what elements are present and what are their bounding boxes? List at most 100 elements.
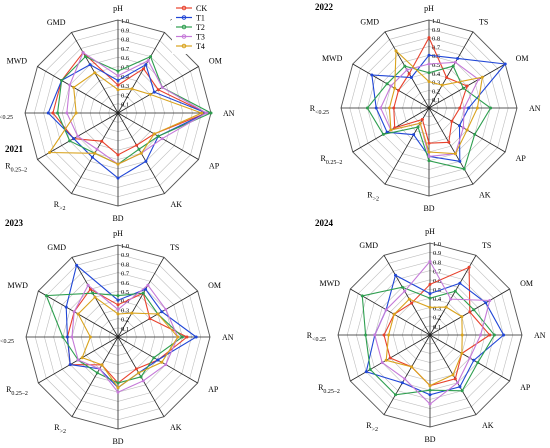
data-point (400, 381, 404, 385)
radar-panel-2021: 20210.10.20.30.40.50.60.70.80.91.0pHTSOM… (0, 4, 235, 223)
series-t4 (387, 49, 484, 156)
axis-label-om: OM (209, 57, 222, 66)
data-point (503, 62, 507, 66)
data-point (453, 377, 457, 381)
axis-label-ak: AK (170, 423, 182, 432)
data-point (428, 292, 432, 296)
tick-label: 0.7 (432, 44, 441, 51)
data-point (72, 85, 76, 89)
axis-label-ak: AK (479, 191, 491, 200)
data-point (200, 111, 204, 115)
axis-label-mwd: MWD (322, 54, 343, 63)
data-point (387, 333, 391, 337)
tick-label: 0.5 (432, 62, 440, 69)
axis-label-r0-25-2: R0.25–2 (321, 154, 343, 166)
tick-label: 0.1 (121, 326, 129, 333)
legend-marker (181, 43, 187, 49)
axis-label-ph: pH (425, 227, 435, 236)
legend-item-t3: T3 (176, 33, 205, 42)
data-point (492, 333, 496, 337)
data-point (392, 312, 396, 316)
data-point (484, 301, 488, 305)
axis-spoke (429, 255, 477, 336)
axis-label-rlt0-25: R<0.25 (310, 104, 329, 116)
axis-label-mwd: MWD (7, 281, 28, 290)
data-point (389, 84, 393, 88)
data-point (468, 356, 472, 360)
data-point (86, 283, 90, 287)
data-point (365, 106, 369, 110)
data-point (450, 119, 454, 123)
data-point (416, 125, 420, 129)
data-point (160, 137, 164, 141)
series-t4 (384, 297, 464, 388)
tick-label: 0.9 (433, 250, 441, 257)
data-point (458, 385, 462, 389)
tick-label: 0.2 (121, 92, 129, 99)
data-point (68, 363, 72, 367)
axis-spoke (37, 66, 119, 114)
tick-label: 0.8 (121, 261, 129, 268)
data-point (164, 363, 168, 367)
data-point (394, 393, 397, 397)
tick-label: 0.2 (432, 88, 440, 95)
data-point (475, 106, 479, 110)
radar-panel-2024: 20240.10.20.30.40.50.60.70.80.91.0pHTSOM… (307, 218, 546, 444)
data-point (467, 265, 471, 269)
axis-label-r0-25-2: R0.25–2 (5, 162, 27, 174)
data-point (465, 84, 469, 88)
series-t3 (70, 283, 180, 394)
data-point (95, 147, 99, 151)
data-point (90, 155, 94, 159)
legend-marker (181, 24, 187, 30)
axis-spoke (71, 336, 119, 417)
data-point (393, 86, 397, 90)
data-point (460, 333, 464, 337)
data-point (116, 386, 120, 390)
axis-label-ts: TS (482, 241, 491, 250)
data-point (427, 154, 431, 158)
series-t3 (373, 259, 492, 406)
axis-label-bd: BD (424, 435, 435, 444)
data-point (458, 159, 462, 163)
data-point (116, 294, 120, 298)
axis-label-mwd: MWD (7, 57, 28, 66)
data-point (91, 291, 95, 295)
axis-label-an: AN (222, 333, 234, 342)
data-point (465, 128, 469, 132)
data-point (405, 68, 409, 72)
data-point (68, 139, 72, 143)
data-point (65, 111, 69, 115)
data-point (460, 315, 464, 319)
data-point (403, 64, 407, 68)
data-point (135, 143, 139, 147)
legend-item-t4: T4 (176, 42, 205, 51)
data-point (428, 402, 432, 406)
axis-label-rgt2: R>2 (366, 421, 378, 433)
data-point (400, 285, 404, 289)
data-point (403, 289, 407, 293)
data-point (428, 393, 432, 397)
legend-label: CK (196, 4, 207, 13)
tick-label: 0.9 (121, 252, 129, 259)
data-point (472, 358, 476, 362)
tick-label: 0.7 (433, 269, 442, 276)
legend-marker (181, 15, 187, 20)
data-point (146, 59, 150, 63)
data-point (427, 159, 431, 163)
data-point (489, 106, 493, 110)
data-point (152, 132, 156, 136)
data-point (428, 259, 432, 263)
data-point (453, 289, 457, 293)
data-point (156, 134, 160, 138)
data-point (88, 63, 92, 67)
data-point (139, 151, 143, 155)
data-point (70, 335, 74, 339)
data-point (156, 88, 160, 92)
data-point (451, 64, 455, 68)
data-point (46, 111, 50, 115)
data-point (74, 111, 78, 115)
data-point (418, 121, 422, 125)
